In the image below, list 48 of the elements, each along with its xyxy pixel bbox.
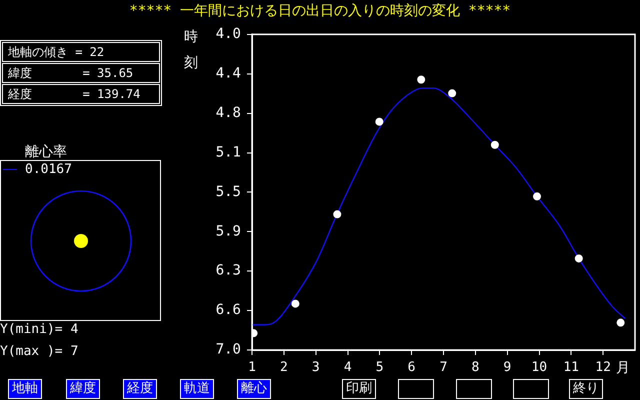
point	[448, 89, 456, 98]
x-tick-label: 10	[531, 360, 548, 376]
text: 離心	[237, 379, 271, 399]
point	[490, 140, 499, 149]
point	[333, 210, 342, 218]
line-series	[252, 87, 626, 326]
text: Y(max )= 7	[0, 344, 78, 359]
point	[616, 318, 625, 327]
y-tick-label: 4.4	[216, 65, 241, 82]
legend-title: 離心率	[25, 143, 67, 161]
x-tick-label: 11	[563, 360, 579, 376]
y-tick-label: 4.0	[216, 26, 241, 42]
x-tick-label: 8	[472, 360, 480, 376]
x-tick-label: 5	[376, 360, 384, 376]
text: 緯度	[66, 379, 100, 399]
y-tick-label: 5.5	[216, 184, 241, 200]
x-tick-label: 12	[595, 360, 611, 376]
text: 軌道	[180, 379, 214, 399]
text: 地軸	[8, 379, 42, 399]
x-tick-label: 2	[280, 360, 288, 376]
point	[533, 192, 542, 200]
x-tick-label: 1	[248, 360, 256, 376]
x-tick-label: 6	[408, 360, 416, 376]
legend-label: 0.0167	[25, 162, 72, 177]
x-axis-title: 月	[616, 360, 630, 376]
x-tick-label: 3	[312, 360, 320, 376]
text: Y(mini)= 4	[0, 322, 78, 337]
y-tick-label: 5.9	[216, 223, 241, 240]
x-tick-label: 7	[440, 360, 448, 376]
point	[417, 76, 426, 84]
y-tick-label: 7.0	[216, 342, 241, 358]
y-tick-label: 5.1	[216, 144, 241, 160]
point	[291, 300, 300, 308]
y-axis-title: 時刻	[183, 28, 199, 73]
text: 緯度 = 35.65	[2, 63, 160, 83]
text: 経度	[123, 379, 157, 399]
text: 印刷	[342, 379, 376, 399]
x-tick-label: 9	[503, 360, 512, 376]
y-tick-label: 6.3	[216, 262, 241, 279]
point	[375, 118, 384, 126]
text: 経度 = 139.74	[2, 84, 160, 104]
chart-title: ***** 一年間における日の出日の入りの時刻の変化 *****	[128, 2, 512, 20]
point	[574, 254, 583, 262]
text: 終り	[569, 379, 603, 399]
y-tick-label: 6.6	[216, 302, 241, 318]
x-tick-label: 4	[344, 360, 352, 376]
y-tick-label: 4.8	[216, 104, 241, 121]
text: 地軸の傾き = 22	[2, 42, 160, 62]
